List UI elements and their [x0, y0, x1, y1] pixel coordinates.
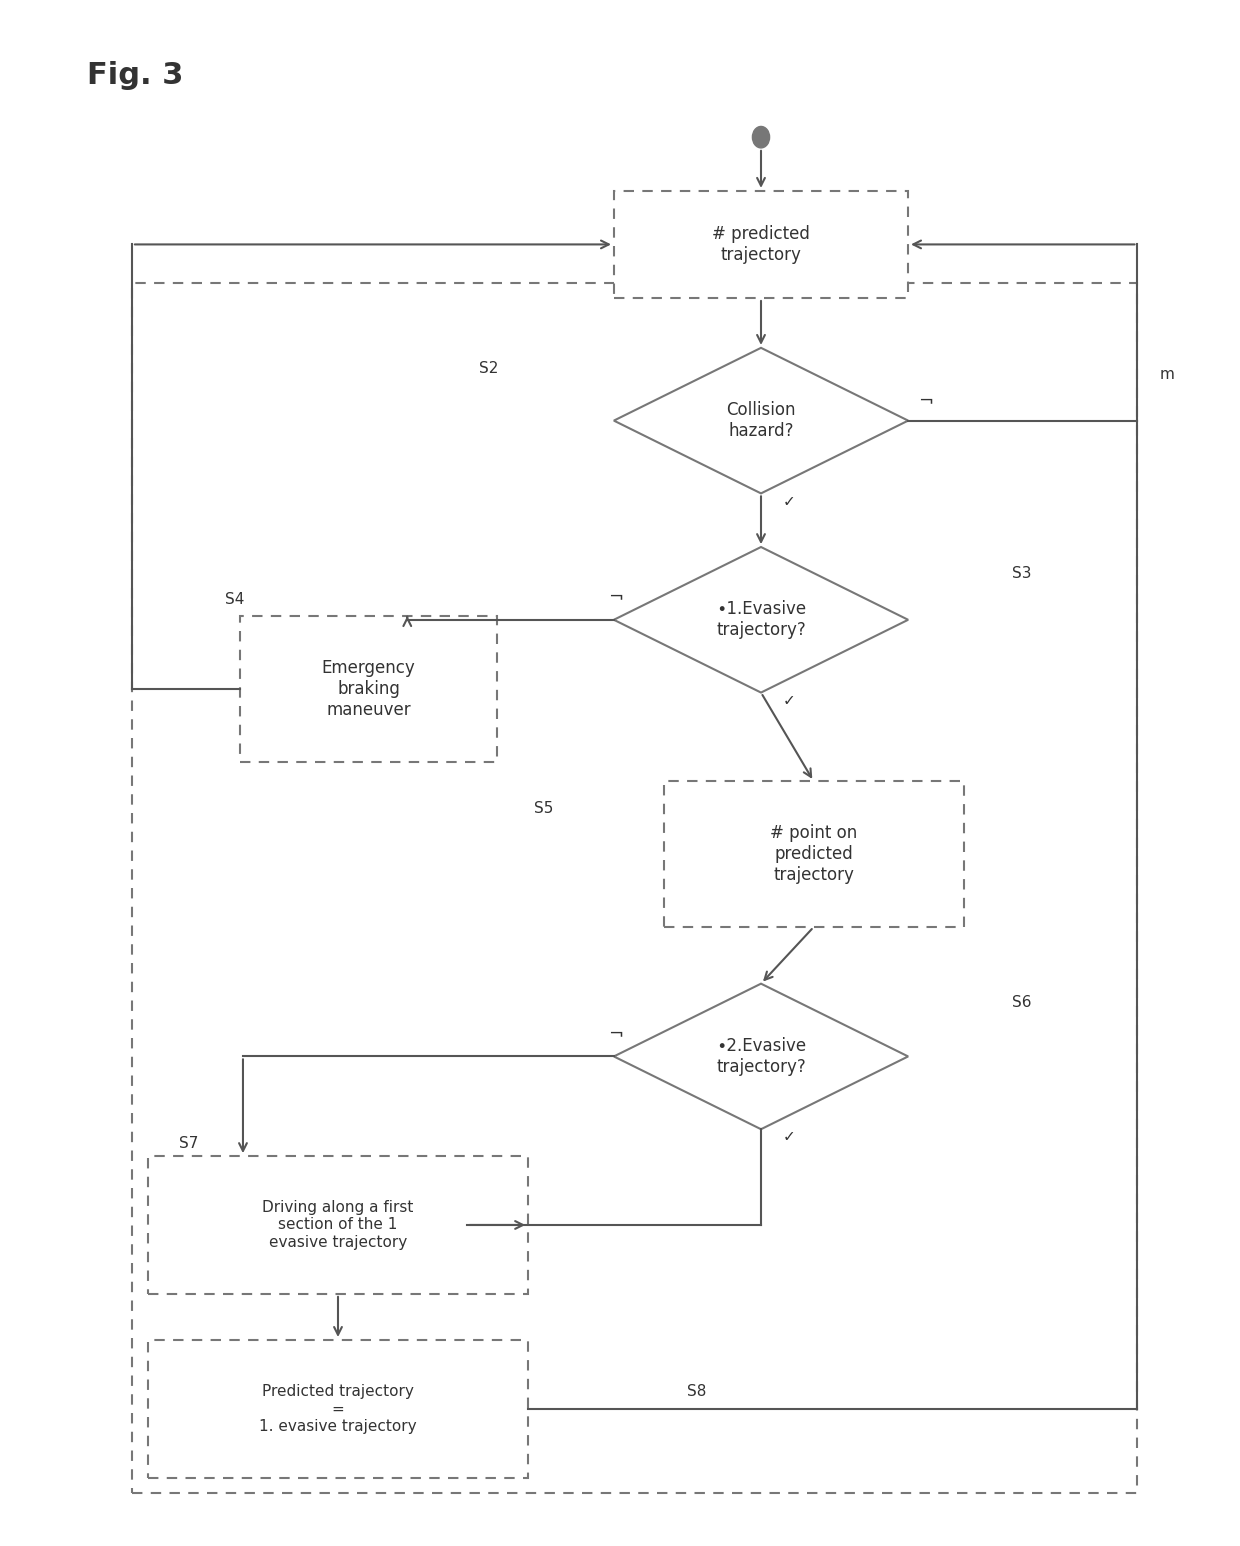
Bar [239, 615, 497, 762]
Text: S6: S6 [1012, 996, 1032, 1011]
Text: Collision
hazard?: Collision hazard? [727, 402, 796, 441]
Text: ∙1.Evasive
trajectory?: ∙1.Evasive trajectory? [715, 600, 806, 638]
Text: S7: S7 [179, 1136, 198, 1152]
Text: S2: S2 [479, 362, 498, 376]
Text: ✓: ✓ [784, 693, 796, 708]
Text: S4: S4 [226, 592, 244, 608]
Text: Predicted trajectory
=
1. evasive trajectory: Predicted trajectory = 1. evasive trajec… [259, 1384, 417, 1433]
Text: ∙2.Evasive
trajectory?: ∙2.Evasive trajectory? [715, 1037, 806, 1076]
Text: Fig. 3: Fig. 3 [87, 62, 184, 90]
Text: ✓: ✓ [784, 493, 796, 509]
Text: ¬: ¬ [608, 587, 622, 606]
Bar [131, 283, 1137, 1493]
Polygon shape [614, 547, 908, 693]
Text: S8: S8 [687, 1385, 707, 1399]
Text: ✓: ✓ [784, 1130, 796, 1144]
Bar [614, 190, 908, 298]
Text: S3: S3 [1012, 566, 1032, 581]
Polygon shape [614, 983, 908, 1129]
Text: S5: S5 [534, 801, 553, 816]
Polygon shape [614, 348, 908, 493]
Text: # point on
predicted
trajectory: # point on predicted trajectory [770, 824, 857, 884]
Bar [148, 1340, 528, 1478]
Text: m: m [1159, 366, 1174, 382]
Text: # predicted
trajectory: # predicted trajectory [712, 226, 810, 264]
Bar [148, 1156, 528, 1294]
Text: Emergency
braking
maneuver: Emergency braking maneuver [321, 659, 415, 719]
Text: ¬: ¬ [608, 1023, 622, 1042]
Text: Driving along a first
section of the 1
evasive trajectory: Driving along a first section of the 1 e… [263, 1200, 414, 1249]
Bar [663, 781, 963, 928]
Text: ¬: ¬ [918, 391, 932, 410]
Circle shape [753, 127, 770, 148]
